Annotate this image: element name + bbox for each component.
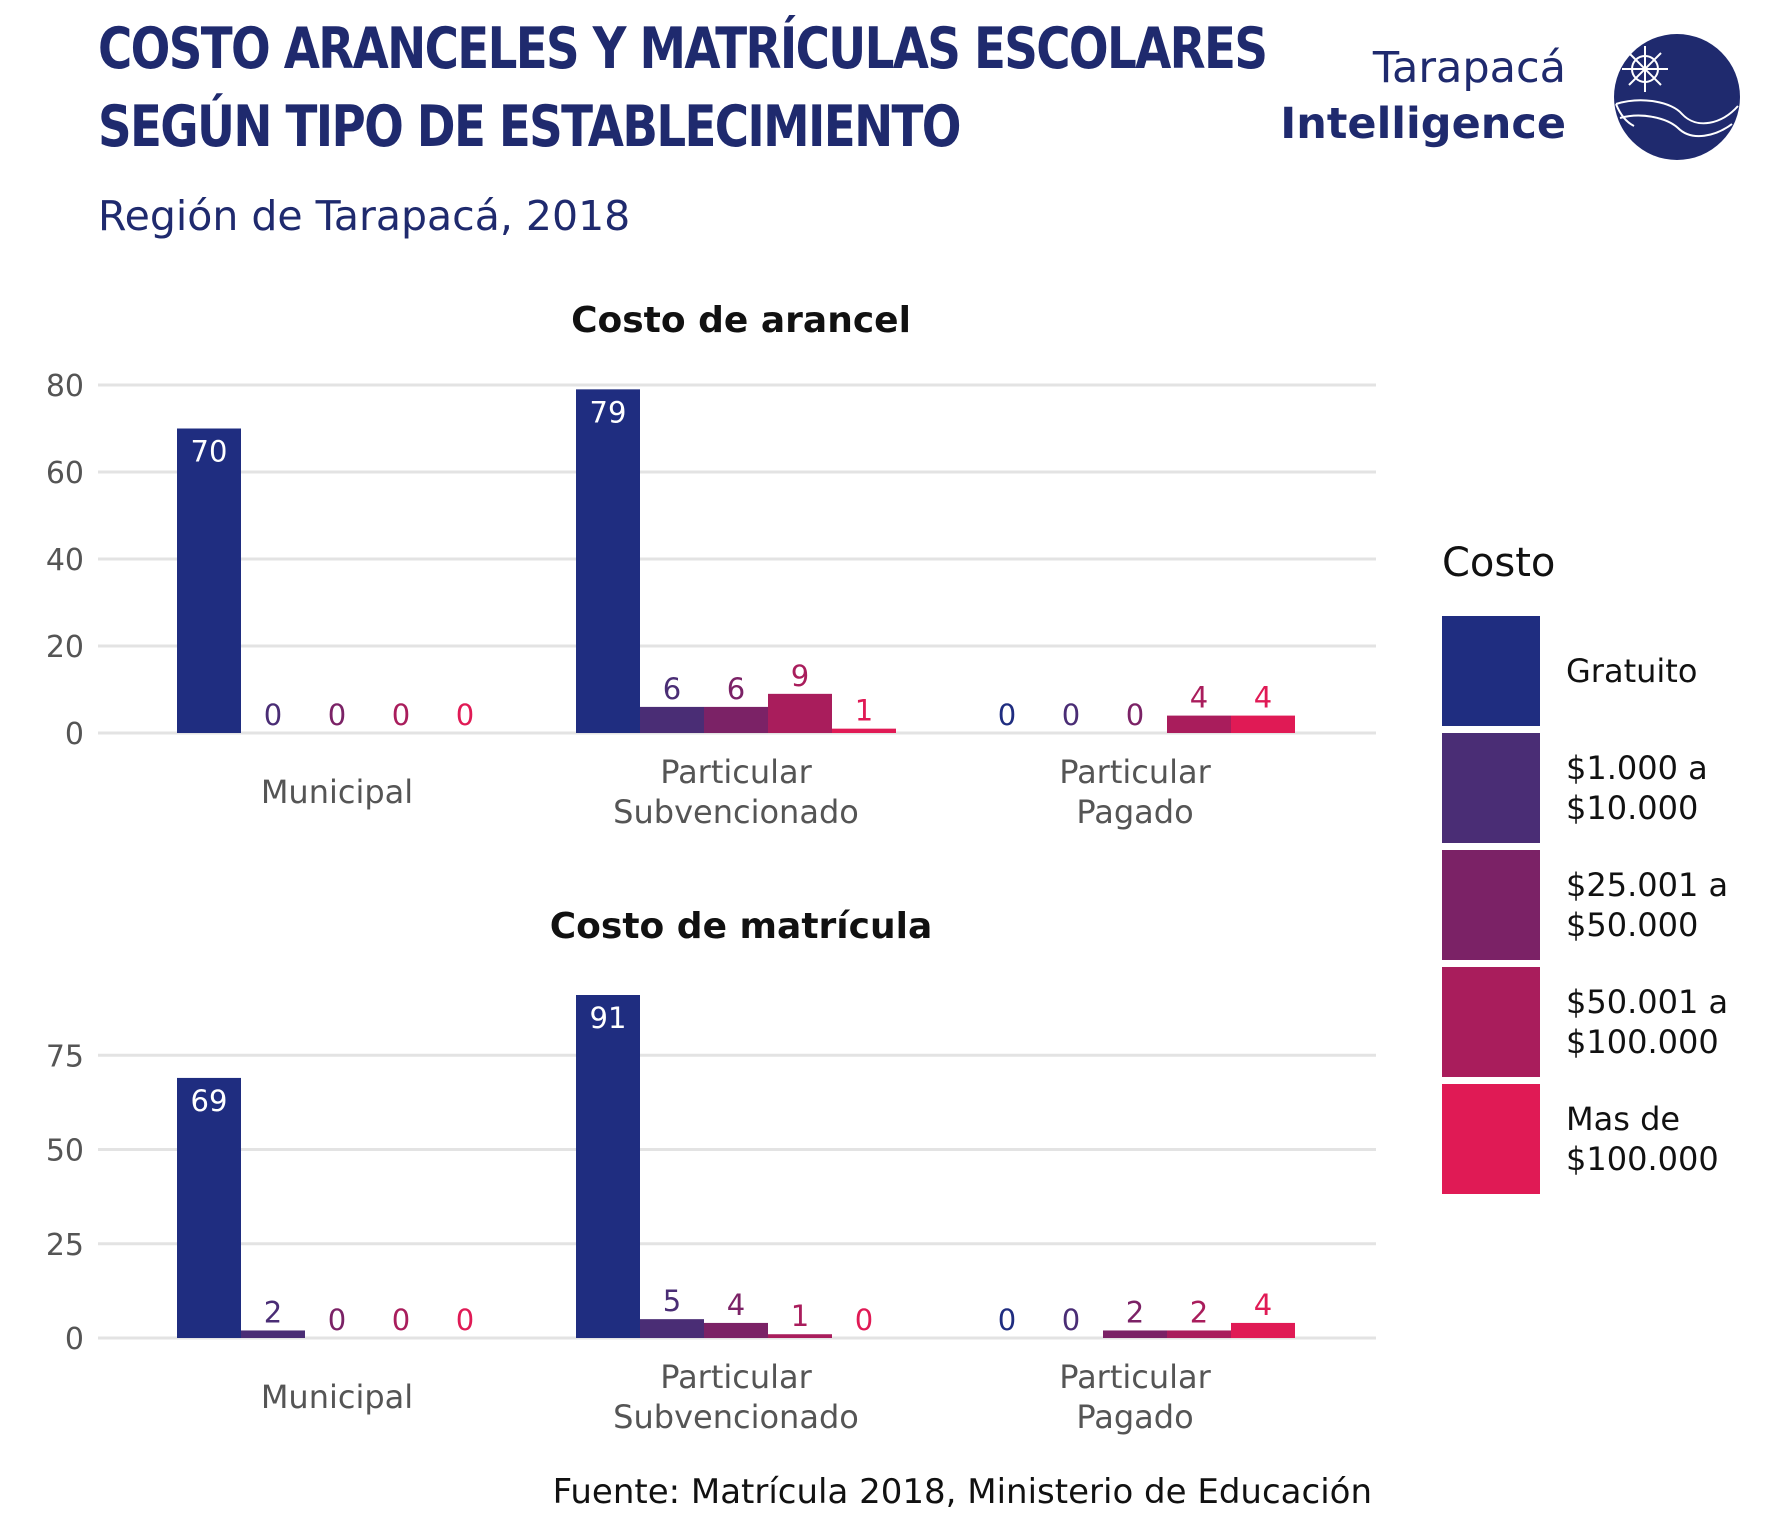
x-tick-label: Particular (1059, 753, 1211, 791)
legend-swatch (1442, 616, 1540, 726)
data-label: 0 (264, 698, 282, 732)
bar (1103, 1330, 1167, 1338)
data-label: 2 (264, 1295, 282, 1329)
bar (640, 706, 704, 733)
bar (1167, 715, 1231, 733)
data-label: 1 (855, 694, 873, 728)
y-tick-label: 20 (46, 630, 84, 665)
legend-label: Gratuito (1566, 652, 1698, 690)
y-tick-label: 50 (46, 1134, 84, 1169)
brand-line-1: Tarapacá (1372, 43, 1566, 93)
y-tick-label: 40 (46, 543, 84, 578)
legend-item-1000-10000: $1.000 a $10.000 (1442, 733, 1762, 843)
title-line-2: SEGÚN TIPO DE ESTABLECIMIENTO (98, 94, 962, 160)
legend-label: $1.000 a $10.000 (1566, 749, 1708, 827)
bar (768, 1334, 832, 1338)
x-tick-label: Particular (1059, 1358, 1211, 1396)
data-label: 2 (1126, 1295, 1144, 1329)
x-tick-label: Municipal (261, 1378, 413, 1416)
bar (177, 428, 241, 733)
data-label: 0 (392, 698, 410, 732)
data-label: 9 (791, 659, 809, 693)
bar (832, 728, 896, 733)
chart-subtitle: Región de Tarapacá, 2018 (98, 192, 631, 240)
data-label: 1 (791, 1299, 809, 1333)
legend-swatch (1442, 733, 1540, 843)
bar (1231, 1322, 1295, 1338)
x-tick-label: Subvencionado (613, 793, 859, 831)
legend-item-mas-100000: Mas de $100.000 (1442, 1084, 1762, 1194)
source-note: Fuente: Matrícula 2018, Ministerio de Ed… (552, 1472, 1372, 1512)
legend: Costo Gratuito $1.000 a $10.000 $25.001 … (1442, 540, 1762, 1201)
data-label: 70 (191, 435, 228, 469)
x-tick-label: Pagado (1076, 1398, 1193, 1436)
bar (768, 693, 832, 733)
bar (640, 1319, 704, 1338)
brand-name: Tarapacá Intelligence (1280, 40, 1566, 152)
data-label: 69 (191, 1084, 228, 1118)
bar (704, 706, 768, 733)
bar (704, 1322, 768, 1338)
y-tick-label: 60 (46, 456, 84, 491)
y-tick-label: 0 (65, 1322, 84, 1357)
data-label: 91 (590, 1001, 627, 1035)
legend-title: Costo (1442, 540, 1556, 586)
legend-swatch (1442, 967, 1540, 1077)
legend-item-50001-100000: $50.001 a $100.000 (1442, 967, 1762, 1077)
data-label: 0 (456, 1303, 474, 1337)
legend-item-25001-50000: $25.001 a $50.000 (1442, 850, 1762, 960)
bar (576, 389, 640, 733)
legend-label: $25.001 a $50.000 (1566, 866, 1729, 944)
data-label: 0 (328, 698, 346, 732)
legend-label: Mas de $100.000 (1566, 1100, 1719, 1178)
bar (576, 995, 640, 1338)
x-tick-label: Subvencionado (613, 1398, 859, 1436)
panel-title: Costo de arancel (571, 300, 911, 341)
y-tick-label: 75 (46, 1039, 84, 1074)
legend-label: $50.001 a $100.000 (1566, 983, 1729, 1061)
data-label: 5 (663, 1284, 681, 1318)
data-label: 0 (998, 698, 1016, 732)
data-label: 4 (727, 1288, 745, 1322)
bar (177, 1077, 241, 1338)
data-label: 0 (328, 1303, 346, 1337)
data-label: 4 (1254, 681, 1272, 715)
x-tick-label: Particular (660, 1358, 812, 1396)
bar (1231, 715, 1295, 733)
data-label: 2 (1190, 1295, 1208, 1329)
data-label: 4 (1254, 1288, 1272, 1322)
data-label: 0 (456, 698, 474, 732)
x-tick-label: Municipal (261, 773, 413, 811)
chart-title: COSTO ARANCELES Y MATRÍCULAS ESCOLARES S… (98, 10, 1268, 166)
x-tick-label: Pagado (1076, 793, 1193, 831)
brand-logo-icon (1614, 34, 1740, 160)
legend-swatch (1442, 1084, 1540, 1194)
legend-swatch (1442, 850, 1540, 960)
y-tick-label: 25 (46, 1228, 84, 1263)
title-line-1: COSTO ARANCELES Y MATRÍCULAS ESCOLARES (98, 16, 1268, 82)
data-label: 0 (1062, 698, 1080, 732)
bar (241, 1330, 305, 1338)
brand-line-2: Intelligence (1280, 99, 1566, 149)
data-label: 0 (1126, 698, 1144, 732)
panel-title: Costo de matrícula (550, 906, 932, 947)
data-label: 4 (1190, 681, 1208, 715)
bar (1167, 1330, 1231, 1338)
legend-item-gratuito: Gratuito (1442, 616, 1762, 726)
data-label: 6 (727, 672, 745, 706)
data-label: 0 (998, 1303, 1016, 1337)
data-label: 6 (663, 672, 681, 706)
data-label: 0 (1062, 1303, 1080, 1337)
y-tick-label: 0 (65, 717, 84, 752)
data-label: 0 (392, 1303, 410, 1337)
y-tick-label: 80 (46, 369, 84, 404)
x-tick-label: Particular (660, 753, 812, 791)
data-label: 0 (855, 1303, 873, 1337)
data-label: 79 (590, 395, 627, 429)
